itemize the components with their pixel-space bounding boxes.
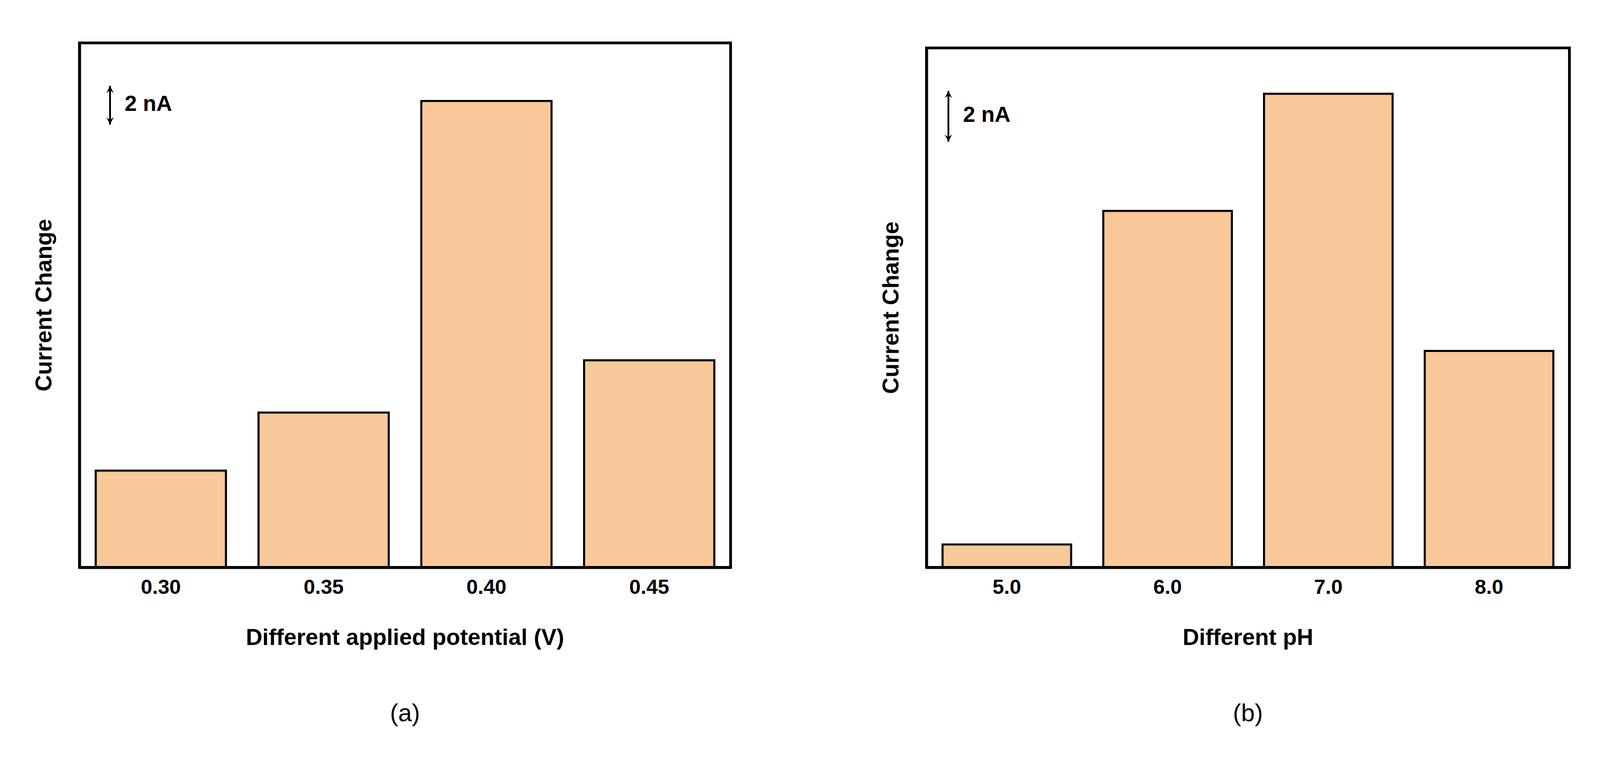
bar [1263, 93, 1393, 568]
plot-frame [79, 42, 731, 568]
x-tick: 7.0 [1314, 567, 1343, 599]
panel-label: (a) [389, 699, 421, 727]
x-axis-line [926, 566, 1570, 570]
x-tick-label: 0.35 [303, 575, 344, 599]
y-axis-line [78, 43, 82, 569]
x-tick: 8.0 [1474, 567, 1504, 599]
figure: 0.30 0.35 0.40 0.45 Different applied potent… [0, 0, 1600, 776]
bars [942, 93, 1554, 568]
x-tick: 0.30 [140, 567, 181, 599]
bar [95, 470, 227, 568]
x-axis-title: Different pH [1182, 624, 1314, 651]
x-tick: 0.45 [629, 567, 670, 599]
x-tick-label: 8.0 [1474, 575, 1504, 599]
bar [942, 544, 1072, 568]
y-axis-title: Current Change [31, 219, 57, 392]
bars [95, 100, 715, 568]
x-tick-label: 0.40 [466, 575, 507, 599]
scale-bar [947, 90, 950, 143]
x-tick: 6.0 [1153, 567, 1183, 599]
y-axis [926, 48, 927, 569]
x-tick-label: 0.30 [140, 575, 181, 599]
panel: 5.0 6.0 7.0 8.0 Different pH Current Change (b… [878, 47, 1570, 727]
bar [258, 412, 389, 568]
x-tick: 5.0 [992, 567, 1022, 599]
scale-bar-label: 2 nA [963, 102, 1011, 127]
x-tick: 0.35 [303, 567, 344, 599]
x-axis: 5.0 6.0 7.0 8.0 [926, 567, 1570, 599]
x-axis-title: Different applied potential (V) [245, 624, 564, 651]
y-axis-line [925, 48, 929, 569]
bar [584, 360, 715, 568]
x-axis-line [79, 566, 732, 570]
x-tick: 0.40 [466, 567, 507, 599]
x-tick-label: 6.0 [1153, 575, 1183, 599]
scale-bar [109, 85, 111, 125]
scale-bar-label: 2 nA [124, 91, 173, 116]
x-tick-label: 7.0 [1314, 575, 1343, 599]
plot-frame [926, 47, 1570, 568]
panel: 0.30 0.35 0.40 0.45 Different applied potent… [31, 42, 731, 727]
x-tick-label: 0.45 [629, 575, 670, 599]
panel-label: (b) [1232, 699, 1264, 727]
x-tick-label: 5.0 [992, 575, 1022, 599]
x-axis: 0.30 0.35 0.40 0.45 [79, 567, 732, 599]
y-axis [79, 43, 80, 569]
bar [421, 100, 552, 568]
bar [1424, 351, 1554, 568]
bar [1103, 210, 1232, 568]
y-axis-title: Current Change [878, 221, 904, 395]
